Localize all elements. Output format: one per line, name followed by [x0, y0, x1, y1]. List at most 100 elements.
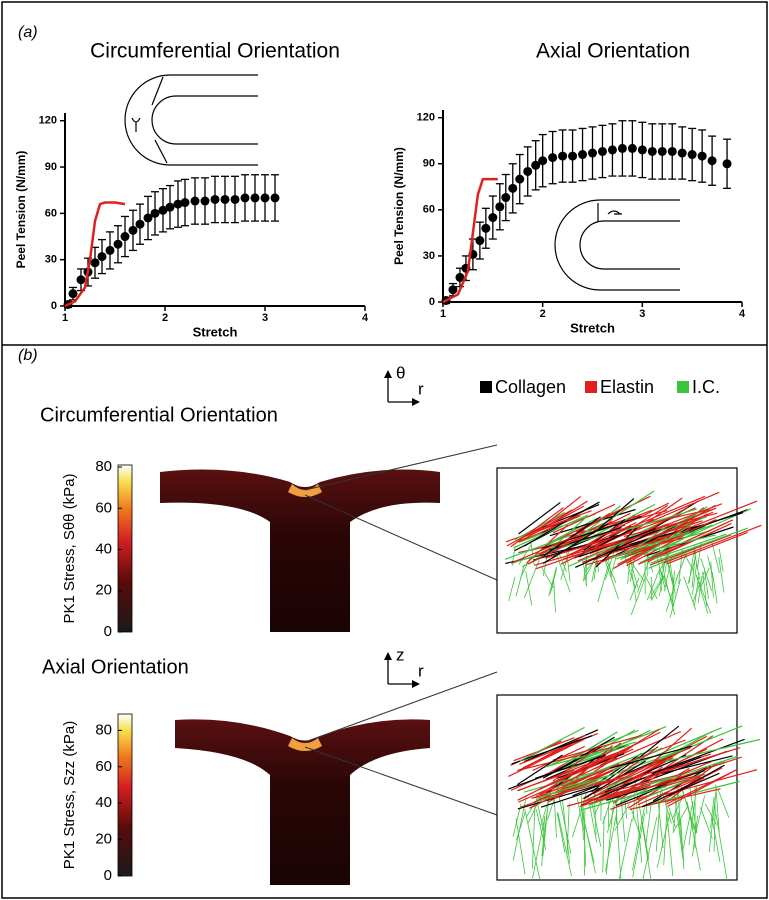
- colorbar-tick-label: 80: [95, 458, 112, 475]
- fiber: [643, 524, 692, 556]
- fiber: [581, 810, 596, 874]
- fiber: [632, 812, 646, 878]
- fiber: [571, 792, 587, 838]
- fiber: [543, 516, 601, 557]
- point: [97, 252, 107, 262]
- fiber: [582, 785, 667, 811]
- point: [76, 275, 86, 285]
- fiber: [650, 534, 732, 566]
- x-tick-label: 4: [739, 308, 746, 320]
- fiber: [672, 806, 688, 834]
- y-axis-label: Peel Tension (N/mm): [392, 147, 406, 265]
- fiber: [553, 797, 557, 838]
- fiber: [620, 525, 668, 561]
- colorbar-label: PK1 Stress, Sθθ (kPa): [61, 473, 78, 623]
- fiber: [648, 738, 724, 779]
- point: [158, 205, 168, 215]
- fiber: [694, 572, 700, 607]
- arrow-head: [384, 370, 420, 406]
- x-tick-label: 2: [540, 308, 546, 320]
- colorbar: [117, 464, 133, 633]
- fiber: [645, 804, 652, 846]
- fiber: [671, 797, 683, 820]
- fiber: [522, 743, 573, 769]
- fiber: [629, 522, 712, 546]
- fiber: [610, 745, 693, 769]
- fiber: [556, 811, 566, 853]
- point: [697, 151, 707, 161]
- y-axis-label: Peel Tension (N/mm): [14, 151, 28, 269]
- fiber: [560, 548, 570, 581]
- colorbar-tick-label: 40: [95, 794, 112, 811]
- fiber: [711, 816, 721, 862]
- fiber: [649, 727, 692, 766]
- fiber: [527, 792, 543, 824]
- axis-glyph: z: [396, 645, 405, 664]
- axis-glyph: r: [418, 661, 424, 680]
- fiber: [571, 522, 637, 555]
- fiber: [713, 806, 716, 852]
- fiber: [517, 746, 612, 772]
- fiber: [637, 557, 651, 593]
- colorbar-tick-label: 20: [95, 582, 112, 599]
- point: [548, 153, 558, 163]
- fiber: [718, 556, 725, 593]
- fiber: [608, 531, 690, 559]
- fiber: [548, 566, 557, 597]
- y-tick-label: 120: [417, 112, 435, 124]
- fiber: [691, 815, 699, 857]
- fiber: [519, 726, 585, 762]
- fiber: [541, 816, 546, 867]
- fiber: [542, 523, 609, 564]
- colorbar-tick-label: 0: [104, 623, 112, 640]
- x-axis-label: Stretch: [193, 324, 238, 339]
- fiber: [711, 571, 718, 604]
- x-tick-label: 2: [162, 312, 168, 324]
- y-tick-label: 120: [39, 115, 57, 127]
- fiber: [518, 752, 617, 792]
- fiber: [524, 520, 568, 547]
- point: [495, 202, 505, 212]
- point: [637, 145, 647, 155]
- fiber: [597, 563, 610, 603]
- fiber: [599, 728, 660, 767]
- fiber: [539, 772, 599, 797]
- fiber: [508, 576, 516, 602]
- point: [210, 194, 220, 204]
- legend-swatch: [677, 381, 689, 393]
- fiber: [510, 507, 564, 548]
- fiber: [515, 818, 526, 875]
- arrow-head: [384, 652, 420, 688]
- point: [190, 196, 200, 206]
- fiber: [613, 508, 710, 532]
- fiber: [656, 812, 671, 868]
- fiber: [558, 748, 656, 788]
- colorbar-tick-label: 60: [95, 499, 112, 516]
- fiber: [717, 789, 730, 818]
- fiber: [566, 803, 570, 858]
- fiber: [651, 738, 745, 775]
- curve: [442, 177, 498, 304]
- fiber: [523, 559, 540, 598]
- point: [230, 194, 240, 204]
- fiber: [653, 533, 727, 560]
- fiber: [525, 570, 533, 606]
- fiber: [527, 536, 582, 565]
- fiber: [616, 816, 622, 880]
- fiber: [641, 772, 720, 808]
- fiber: [703, 567, 709, 600]
- fiber: [575, 530, 656, 569]
- point: [180, 198, 190, 208]
- point: [677, 148, 687, 158]
- fiber: [523, 729, 599, 763]
- fiber: [664, 738, 760, 763]
- fiber: [513, 514, 589, 549]
- fiber: [683, 576, 697, 611]
- fiber: [544, 741, 637, 768]
- fiber: [655, 747, 741, 775]
- point: [578, 150, 588, 160]
- fiber: [604, 559, 619, 600]
- point: [120, 232, 130, 242]
- point: [200, 196, 210, 206]
- point: [240, 193, 250, 203]
